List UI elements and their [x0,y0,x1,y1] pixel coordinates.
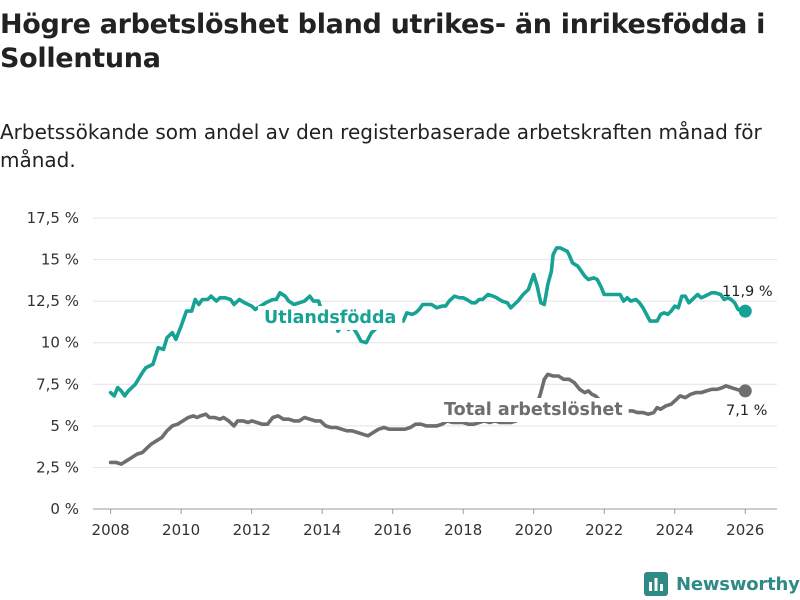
end-value-label-total: 7,1 % [726,403,767,419]
brand-name: Newsworthy [676,573,800,595]
bar-chart-logo-icon [644,572,668,596]
y-tick-label: 5 % [50,417,79,435]
series-line-utlandsfodda [108,246,748,398]
x-tick-label: 2026 [726,521,764,539]
end-point-total [738,384,752,398]
end-value-label-utlandsfodda: 11,9 % [722,284,773,300]
y-tick-label: 7,5 % [36,375,79,393]
x-tick-label: 2012 [233,521,271,539]
label-background [258,306,403,330]
x-tick-label: 2016 [374,521,412,539]
x-tick-label: 2010 [162,521,200,539]
x-tick-label: 2018 [444,521,482,539]
x-tick-label: 2020 [515,521,553,539]
y-tick-label: 0 % [50,500,79,518]
x-tick-label: 2014 [303,521,341,539]
series-lines [108,246,752,466]
series-label-total: Total arbetslöshet [444,400,623,420]
chart-subtitle: Arbetssökande som andel av den registerb… [0,120,762,172]
brand-logo[interactable]: Newsworthy [644,571,800,597]
y-tick-label: 12,5 % [27,292,79,310]
y-tick-label: 15 % [41,251,79,269]
series-labels: Utlandsfödda Total arbetslöshet 11,9 % 7… [258,284,773,422]
x-tick-label: 2022 [585,521,623,539]
y-tick-label: 2,5 % [36,458,79,476]
gridlines [93,217,777,510]
label-background [438,398,629,422]
chart-title: Högre arbetslöshet bland utrikes- än inr… [0,9,766,74]
end-point-utlandsfodda [738,304,752,318]
series-line-total [108,372,748,466]
x-tick-label: 2008 [92,521,130,539]
y-tick-label: 10 % [41,334,79,352]
axes: 0 % 2,5 % 5 % 7,5 % 10 % 12,5 % 15 % 17,5 % 2008… [27,209,765,539]
x-tick-label: 2024 [656,521,694,539]
y-tick-label: 17,5 % [27,209,79,227]
series-label-utlandsfodda: Utlandsfödda [264,308,396,328]
